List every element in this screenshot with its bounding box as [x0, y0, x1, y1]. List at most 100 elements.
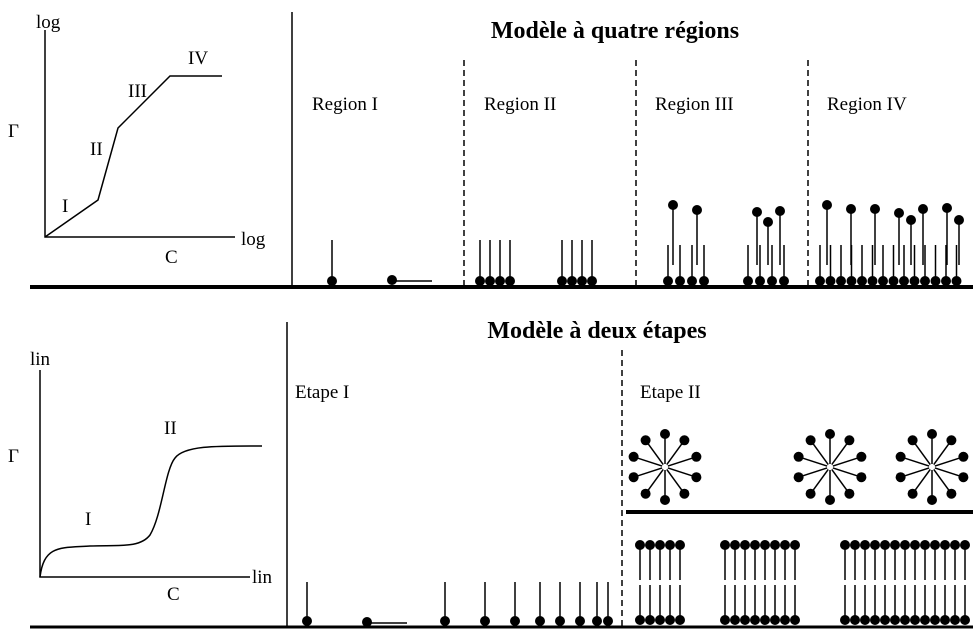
surfactant-head	[692, 205, 702, 215]
surfactant-head	[743, 276, 753, 286]
surfactant-head	[575, 616, 585, 626]
y-symbol: Γ	[8, 446, 19, 467]
surfactant-head	[775, 206, 785, 216]
surfactant-head	[960, 615, 970, 625]
surfactant-head	[906, 215, 916, 225]
x-symbol: C	[165, 247, 178, 268]
surfactant-head	[870, 540, 880, 550]
surfactant-head	[870, 615, 880, 625]
surfactant-head	[663, 276, 673, 286]
segment-label: III	[128, 81, 147, 102]
surfactant-head	[691, 451, 702, 462]
surfactant-head	[720, 615, 730, 625]
surfactant-head	[485, 276, 495, 286]
surfactant-head	[900, 540, 910, 550]
surfactant-head	[760, 540, 770, 550]
surfactant-head	[888, 276, 899, 286]
surfactant-head	[628, 451, 639, 462]
surfactant-head	[740, 615, 750, 625]
surfactant-head	[860, 540, 870, 550]
surfactant-head	[592, 616, 602, 626]
surfactant-head	[890, 615, 900, 625]
surfactant-head	[675, 540, 685, 550]
surfactant-head	[954, 215, 964, 225]
surfactant-head	[475, 276, 485, 286]
surfactant-head	[890, 540, 900, 550]
region-label: Region III	[655, 94, 734, 115]
surfactant-head	[640, 435, 651, 446]
surfactant-head	[730, 615, 740, 625]
segment-label: II	[90, 139, 103, 160]
surfactant-head	[909, 276, 920, 286]
panel-title: Modèle à quatre régions	[491, 18, 739, 44]
surfactant-tail	[832, 467, 862, 478]
surfactant-tail	[798, 467, 828, 478]
surfactant-head	[679, 435, 690, 446]
surfactant-head	[587, 276, 597, 286]
surfactant-head	[645, 540, 655, 550]
surfactant-head	[846, 276, 857, 286]
surfactant-head	[880, 615, 890, 625]
surfactant-head	[907, 488, 918, 499]
surfactant-head	[894, 208, 904, 218]
surfactant-head	[951, 276, 962, 286]
surfactant-head	[825, 276, 836, 286]
surfactant-head	[878, 276, 888, 286]
surfactant-head	[603, 616, 613, 626]
surfactant-head	[635, 540, 645, 550]
surfactant-head	[767, 276, 777, 286]
surfactant-head	[840, 615, 850, 625]
region-label: Region I	[312, 94, 378, 115]
surfactant-head	[805, 435, 816, 446]
surfactant-head	[930, 276, 941, 286]
panel-title: Modèle à deux étapes	[487, 318, 706, 344]
isotherm-curve	[39, 445, 263, 578]
surfactant-tail	[633, 456, 663, 467]
surfactant-head	[327, 276, 337, 286]
surfactant-head	[740, 540, 750, 550]
stage-label: Etape I	[295, 382, 349, 403]
surfactant-head	[870, 204, 880, 214]
surfactant-head	[760, 615, 770, 625]
surfactant-head	[960, 540, 970, 550]
surfactant-head	[480, 616, 490, 626]
surfactant-head	[793, 472, 804, 483]
segment-label: IV	[188, 48, 208, 69]
surfactant-head	[920, 276, 930, 286]
surfactant-head	[940, 615, 950, 625]
surfactant-head	[668, 200, 678, 210]
surfactant-tail	[667, 467, 697, 478]
surfactant-head	[655, 540, 665, 550]
surfactant-head	[857, 276, 867, 286]
surfactant-tail	[667, 456, 697, 467]
surfactant-head	[895, 472, 906, 483]
surfactant-head	[899, 276, 909, 286]
surfactant-head	[660, 429, 670, 439]
y-symbol: Γ	[8, 121, 19, 142]
surfactant-tail	[900, 456, 930, 467]
surfactant-head	[750, 615, 760, 625]
surfactant-head	[950, 540, 960, 550]
surfactant-head	[679, 488, 690, 499]
surfactant-head	[825, 429, 835, 439]
surfactant-head	[942, 203, 952, 213]
surfactant-head	[793, 451, 804, 462]
surfactant-head	[699, 276, 709, 286]
surfactant-head	[900, 615, 910, 625]
surfactant-tail	[832, 456, 862, 467]
region-label: Region II	[484, 94, 556, 115]
surfactant-head	[505, 276, 515, 286]
surfactant-head	[946, 435, 957, 446]
surfactant-head	[940, 540, 950, 550]
surfactant-head	[655, 615, 665, 625]
surfactant-head	[535, 616, 545, 626]
surfactant-head	[720, 540, 730, 550]
surfactant-head	[362, 617, 372, 627]
surfactant-head	[557, 276, 567, 286]
surfactant-head	[440, 616, 450, 626]
surfactant-head	[779, 276, 789, 286]
stage-label: Etape II	[640, 382, 701, 403]
surfactant-head	[805, 488, 816, 499]
surfactant-head	[780, 540, 790, 550]
